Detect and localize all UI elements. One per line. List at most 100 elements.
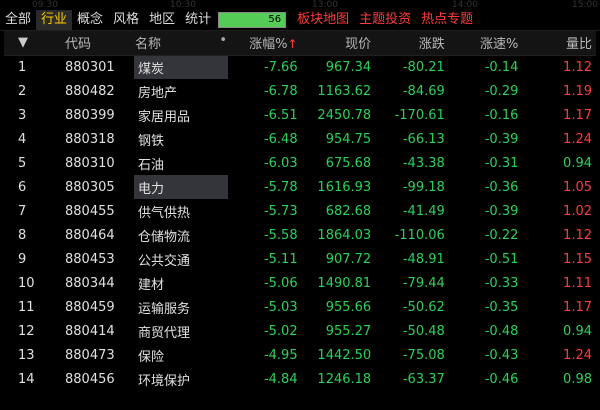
column-header-name[interactable]: 名称 • [134, 31, 228, 56]
ghost-time: 13:00 [312, 0, 338, 10]
volume-ratio: 1.19 [563, 83, 592, 99]
current-price: 955.27 [325, 323, 372, 339]
table-row[interactable]: 3 880399 家居用品 -6.51 2450.78 -170.61 -0.16 1.17 [4, 103, 596, 127]
sector-code: 880310 [65, 155, 115, 171]
row-index: 1 [18, 59, 27, 75]
price-change: -63.37 [402, 371, 445, 387]
current-price: 955.66 [325, 299, 372, 315]
tab-item[interactable]: 地区 [149, 12, 176, 27]
price-change: -48.91 [402, 251, 445, 267]
volume-ratio: 1.05 [563, 179, 592, 195]
volume-ratio: 1.17 [563, 299, 592, 315]
column-header-change-pct[interactable]: 涨幅%↑ [228, 31, 302, 56]
tab-feature-link[interactable]: 热点专题 [421, 12, 474, 27]
table-row[interactable]: 10 880344 建材 -5.06 1490.81 -79.44 -0.33 1.11 [4, 271, 596, 295]
market-breadth-bar[interactable]: 56 [218, 12, 287, 28]
row-index: 13 [18, 347, 35, 363]
volume-ratio: 0.98 [563, 371, 592, 387]
sort-ascending-icon: ↑ [287, 37, 298, 52]
sector-code: 880482 [65, 83, 115, 99]
table-row[interactable]: 7 880455 供气供热 -5.73 682.68 -41.49 -0.39 1.02 [4, 199, 596, 223]
sector-name: 运输服务 [138, 301, 191, 317]
price-change: -50.48 [402, 323, 445, 339]
change-speed: -0.36 [484, 179, 519, 195]
change-percent: -6.51 [263, 107, 298, 123]
change-percent: -6.03 [263, 155, 298, 171]
sector-name: 钢铁 [138, 133, 165, 149]
volume-ratio: 1.24 [563, 347, 592, 363]
price-change: -75.08 [402, 347, 445, 363]
table-row[interactable]: 1 880301 煤炭 -7.66 967.34 -80.21 -0.14 1.12 [4, 55, 596, 79]
table-row[interactable]: 11 880459 运输服务 -5.03 955.66 -50.62 -0.35 1.17 [4, 295, 596, 319]
volume-ratio: 1.17 [563, 107, 592, 123]
price-change: -50.62 [402, 299, 445, 315]
sort-arrow-icon[interactable]: ▼ [4, 31, 65, 56]
current-price: 1490.81 [317, 275, 372, 291]
change-percent: -5.11 [263, 251, 298, 267]
sector-ranking-table: ▼ 代码 名称 • 涨幅%↑ 现价 涨跌 涨速% 量比 1 880301 煤炭 -7.… [4, 31, 596, 391]
current-price: 954.75 [325, 131, 372, 147]
change-percent: -5.78 [263, 179, 298, 195]
row-index: 6 [18, 179, 27, 195]
price-change: -43.38 [402, 155, 445, 171]
tab-item[interactable]: 行业 [36, 10, 73, 30]
tab-feature-link[interactable]: 板块地图 [297, 12, 350, 27]
current-price: 907.72 [325, 251, 372, 267]
price-change: -80.21 [402, 59, 445, 75]
column-header-code[interactable]: 代码 [65, 31, 134, 56]
table-row[interactable]: 2 880482 房地产 -6.78 1163.62 -84.69 -0.29 1.19 [4, 79, 596, 103]
sector-name: 煤炭 [134, 55, 228, 79]
tab-feature-link[interactable]: 主题投资 [359, 12, 412, 27]
background-timeline: 09:30 10:30 13:00 14:00 15:00 [0, 0, 600, 10]
change-speed: -0.31 [484, 155, 519, 171]
change-percent: -5.58 [263, 227, 298, 243]
column-header-price[interactable]: 现价 [301, 31, 376, 56]
change-speed: -0.29 [484, 83, 519, 99]
current-price: 1864.03 [317, 227, 372, 243]
row-index: 12 [18, 323, 35, 339]
current-price: 1163.62 [317, 83, 372, 99]
column-header-volume-ratio[interactable]: 量比 [522, 31, 596, 56]
column-header-change[interactable]: 涨跌 [375, 31, 449, 56]
change-percent: -4.95 [263, 347, 298, 363]
sector-name: 仓储物流 [138, 229, 191, 245]
current-price: 1616.93 [317, 179, 372, 195]
column-header-speed[interactable]: 涨速% [448, 31, 523, 56]
current-price: 1246.18 [317, 371, 372, 387]
sector-name: 保险 [138, 349, 165, 365]
sector-name: 供气供热 [138, 205, 191, 221]
tab-item[interactable]: 风格 [113, 12, 140, 27]
volume-ratio: 1.11 [563, 275, 592, 291]
price-change: -66.13 [402, 131, 445, 147]
volume-ratio: 0.94 [563, 323, 592, 339]
change-speed: -0.39 [484, 203, 519, 219]
table-row[interactable]: 4 880318 钢铁 -6.48 954.75 -66.13 -0.39 1.24 [4, 127, 596, 151]
change-percent: -5.06 [263, 275, 298, 291]
row-index: 14 [18, 371, 35, 387]
table-row[interactable]: 6 880305 电力 -5.78 1616.93 -99.18 -0.36 1.05 [4, 175, 596, 199]
table-row[interactable]: 5 880310 石油 -6.03 675.68 -43.38 -0.31 0.94 [4, 151, 596, 175]
tab-item[interactable]: 全部 [5, 12, 32, 27]
sector-code: 880456 [65, 371, 115, 387]
tab-item[interactable]: 概念 [77, 12, 104, 27]
table-row[interactable]: 9 880453 公共交通 -5.11 907.72 -48.91 -0.51 1.15 [4, 247, 596, 271]
change-percent: -7.66 [263, 59, 298, 75]
table-row[interactable]: 13 880473 保险 -4.95 1442.50 -75.08 -0.43 1.24 [4, 343, 596, 367]
change-speed: -0.22 [484, 227, 519, 243]
ghost-time: 14:00 [452, 0, 478, 10]
sector-code: 880473 [65, 347, 115, 363]
volume-ratio: 1.12 [563, 59, 592, 75]
table-row[interactable]: 8 880464 仓储物流 -5.58 1864.03 -110.06 -0.22 1.12 [4, 223, 596, 247]
column-header-name-label: 名称 [135, 37, 162, 53]
change-speed: -0.35 [484, 299, 519, 315]
top-tab-bar: 09:30 10:30 13:00 14:00 15:00 全部 行业 概念 风格 地区… [0, 0, 600, 31]
row-index: 9 [18, 251, 27, 267]
table-row[interactable]: 14 880456 环境保护 -4.84 1246.18 -63.37 -0.46 0.98 [4, 367, 596, 391]
change-percent: -6.48 [263, 131, 298, 147]
table-row[interactable]: 12 880414 商贸代理 -5.02 955.27 -50.48 -0.48 0.94 [4, 319, 596, 343]
volume-ratio: 1.15 [563, 251, 592, 267]
tab-item[interactable]: 统计 [185, 12, 212, 27]
sector-code: 880455 [65, 203, 115, 219]
sector-name: 电力 [134, 175, 228, 199]
sector-code: 880453 [65, 251, 115, 267]
